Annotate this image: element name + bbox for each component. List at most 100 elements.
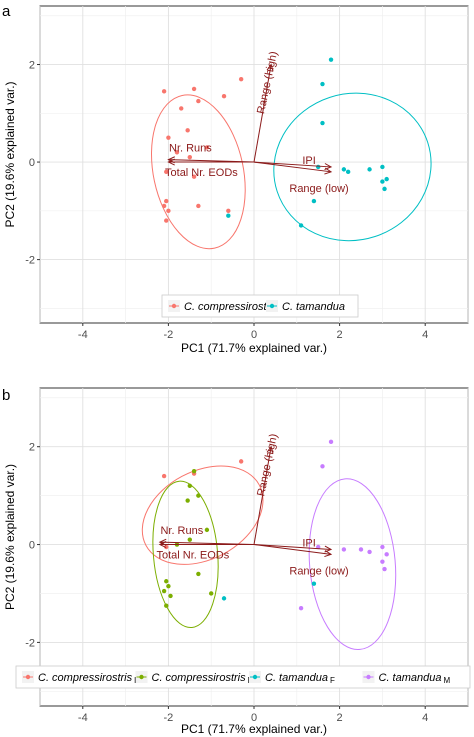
y-axis-title: PC2 (19.6% explained var.) [3,464,17,610]
data-point-series-1 [380,179,385,184]
confidence-ellipse-3 [308,478,397,650]
y-tick-label: 2 [29,60,35,72]
loading-arrow [253,161,332,168]
data-point-series-0 [164,218,169,223]
legend-key-point [252,674,258,680]
data-point-series-1 [328,57,334,62]
data-point-series-1 [196,493,201,498]
data-point-series-1 [316,164,321,170]
data-point-series-1 [168,593,173,599]
x-tick-label: -2 [164,329,174,341]
loading-arrowhead [158,541,167,549]
loading-arrow [253,161,332,173]
data-point-series-1 [196,571,201,577]
panel-label: a [2,3,11,20]
data-point-series-1 [380,164,385,170]
data-point-series-0 [179,106,184,111]
data-point-series-0 [166,135,171,140]
y-tick-label: 2 [29,442,35,454]
data-point-series-1 [345,169,351,175]
x-tick-label: 2 [337,329,343,341]
loading-label: Range (low) [289,183,348,195]
data-point-series-1 [384,176,389,182]
data-point-series-1 [187,483,192,489]
loading-arrowhead [324,550,333,558]
legend-label: C. compressirostrisM [152,672,255,685]
data-point-series-1 [298,223,304,228]
data-point-series-1 [226,213,231,218]
legend-key-point [366,674,371,680]
loading-arrowhead [324,167,333,175]
loading-label: Range (low) [289,565,348,577]
panel-a: a -4 -2 0 2 4 -2 0 2 PC1 (71.7% explained var.) PC… [2,3,469,355]
data-point-series-0 [185,128,190,133]
x-tick-label: 4 [422,712,428,724]
data-point-series-1 [164,603,169,608]
x-tick-label: 0 [251,712,257,724]
loading-label: IPI [302,537,315,549]
x-tick-label: -4 [78,712,88,724]
loading-arrow [253,446,272,545]
data-point-series-0 [226,208,231,214]
legend-label: C. tamandua F [265,672,335,685]
data-point-series-1 [187,537,192,542]
data-point-series-3 [367,549,372,555]
data-point-series-1 [367,167,372,172]
x-tick-label: 2 [337,712,343,724]
loading-label: Nr. Runs [169,143,212,155]
data-point-series-1 [341,167,347,172]
data-point-series-0 [196,203,201,209]
legend-label: C. tamandua M [379,672,451,685]
data-point-series-0 [161,473,167,479]
data-point-series-1 [311,198,317,204]
x-tick-label: -4 [78,329,88,341]
data-point-series-3 [328,439,334,445]
loading-label: Total Nr. EODs [156,550,229,562]
y-tick-label: 0 [29,157,35,169]
data-point-series-2 [311,581,317,586]
legend-box [15,665,471,689]
legend-sex-label: F [330,676,335,685]
legend-key-point [25,674,31,680]
x-tick-label: 4 [422,329,428,341]
loading-label: IPI [302,155,315,167]
x-axis-title: PC1 (71.7% explained var.) [181,722,327,736]
confidence-ellipse-0 [141,465,264,565]
data-point-series-2 [221,596,227,601]
data-point-series-3 [384,552,389,557]
loading-arrow [253,64,272,163]
legend-label: C. compressirostrisF [38,672,139,685]
data-point-series-1 [382,186,387,192]
data-point-series-0 [187,154,192,160]
data-point-series-3 [320,464,325,469]
legend-sex-label: M [443,676,450,685]
loading-arrow [253,544,332,555]
data-point-series-1 [191,468,197,474]
data-point-series-1 [204,527,210,533]
data-point-series-3 [380,559,385,564]
legend-key-point [139,674,144,680]
data-point-series-1 [166,583,171,589]
legend-key-point [269,303,275,309]
data-point-series-0 [174,150,180,155]
data-point-series-0 [238,76,244,82]
confidence-ellipse-1 [152,480,219,628]
loading-arrowhead [167,158,175,166]
data-point-series-1 [164,579,169,584]
x-tick-label: 0 [251,329,257,341]
confidence-ellipse-1 [273,92,432,242]
x-axis-title: PC1 (71.7% explained var.) [181,341,327,355]
data-point-series-3 [382,566,387,572]
x-tick-label: -2 [164,712,174,724]
data-point-series-0 [166,208,171,214]
data-point-series-1 [320,81,325,87]
data-point-series-1 [209,591,214,596]
data-point-series-0 [191,174,197,179]
data-point-series-1 [320,120,325,126]
legend-label: C. compressirostris [184,301,279,313]
data-point-series-0 [164,198,169,204]
loading-arrowhead [266,445,274,454]
data-point-series-0 [238,459,244,464]
legend-key-point [171,303,177,309]
